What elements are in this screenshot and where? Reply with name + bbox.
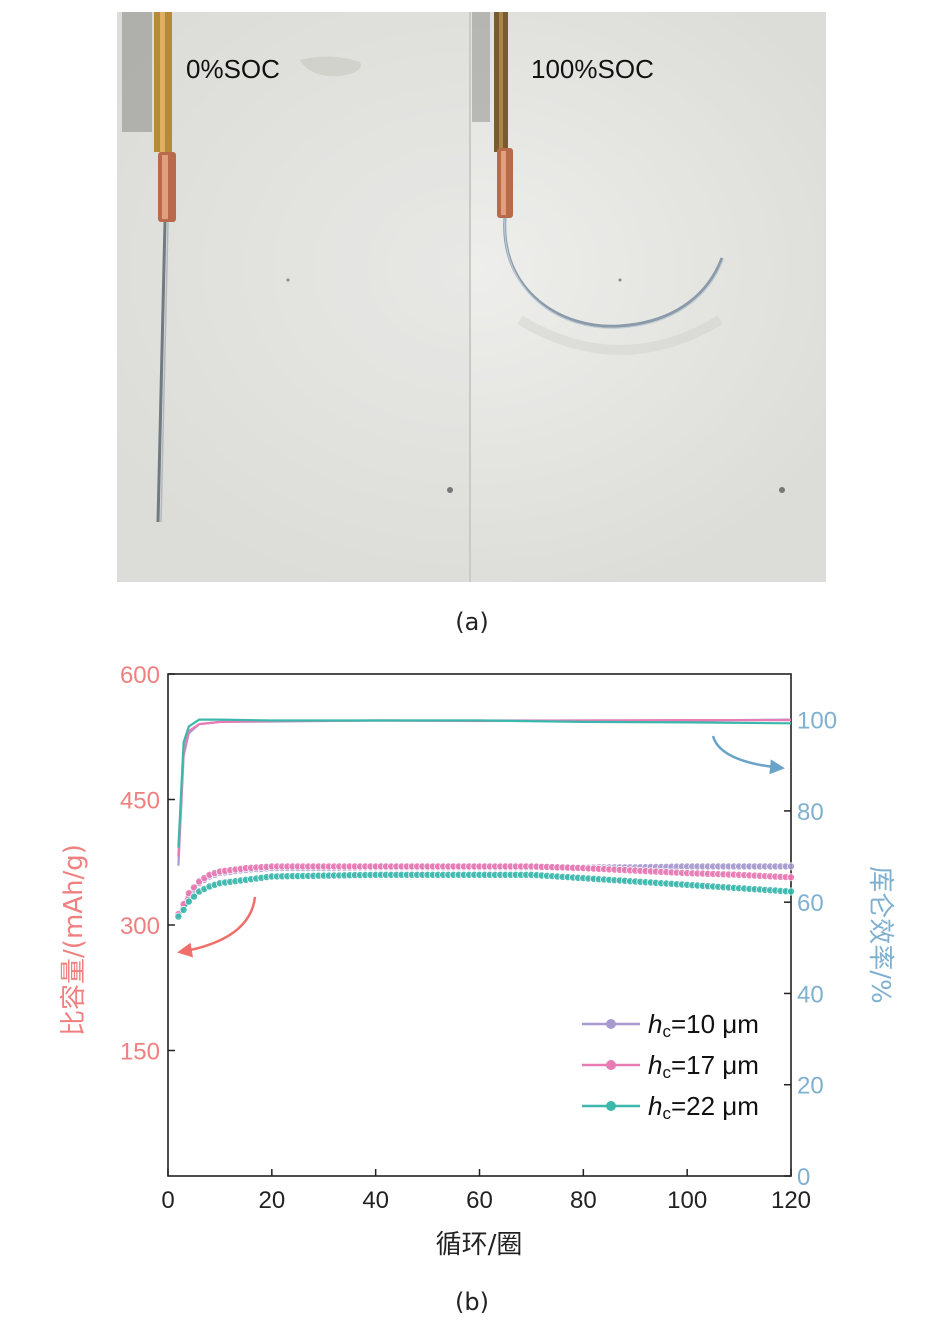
- y-right-tick-label: 60: [797, 890, 824, 917]
- right-clamp-icon: [472, 12, 513, 218]
- legend-swatch-marker: [606, 1101, 616, 1111]
- legend: hc=10 μm hc=17 μm hc=22 μm: [582, 1009, 759, 1123]
- panel-a-photo: 0%SOC 100%SOC: [117, 12, 826, 582]
- x-tick-label: 80: [570, 1187, 597, 1214]
- efficiency-line-series-3: [177, 718, 792, 848]
- y-right-tick-label: 0: [797, 1164, 810, 1191]
- y-left-tick-label: 450: [120, 788, 160, 815]
- capacity-point: [787, 862, 796, 871]
- x-tick-label: 100: [667, 1187, 707, 1214]
- cycling-chart: 0 20 40 60 80 100 120150300450600020406080100 …: [59, 662, 895, 1260]
- y-right-tick-label: 100: [797, 708, 837, 735]
- curved-electrode-icon: [503, 217, 724, 328]
- efficiency-line-series-2: [177, 719, 791, 857]
- capacity-point: [189, 892, 198, 901]
- y-left-tick-label: 600: [120, 662, 160, 689]
- capacity-line-series-3: [177, 873, 792, 918]
- caption-b: (b): [455, 1288, 489, 1316]
- capacity-point: [179, 905, 188, 914]
- x-tick-label: 0: [161, 1187, 174, 1214]
- x-tick-label: 60: [466, 1187, 493, 1214]
- legend-label: hc=10 μm: [648, 1009, 759, 1041]
- legend-label: hc=22 μm: [648, 1091, 759, 1123]
- legend-swatch-marker: [606, 1060, 616, 1070]
- y-axis-right-title: 库仑效率/%: [865, 866, 895, 1003]
- legend-label: hc=17 μm: [648, 1050, 759, 1082]
- x-axis-title: 循环/圈: [436, 1230, 523, 1260]
- label-0-soc: 0%SOC: [186, 54, 280, 84]
- label-100-soc: 100%SOC: [531, 54, 654, 84]
- y-right-tick-label: 40: [797, 981, 824, 1008]
- photo-background: [117, 12, 826, 582]
- efficiency-line-series-1: [177, 718, 792, 866]
- y-left-tick-label: 150: [120, 1039, 160, 1066]
- caption-a: (a): [455, 608, 488, 636]
- y-right-tick-label: 20: [797, 1073, 824, 1100]
- capacity-point: [787, 873, 796, 882]
- straight-electrode-icon: [156, 221, 167, 523]
- legend-swatch-marker: [606, 1019, 616, 1029]
- x-tick-label: 20: [258, 1187, 285, 1214]
- y-left-tick-label: 300: [120, 913, 160, 940]
- x-tick-label: 40: [362, 1187, 389, 1214]
- capacity-point: [189, 883, 198, 892]
- y-axis-left-title: 比容量/(mAh/g): [59, 844, 89, 1036]
- capacity-point: [787, 887, 796, 896]
- capacity-point: [174, 912, 183, 921]
- arrow-to-right-axis-icon: [711, 735, 785, 775]
- x-tick-label: 120: [771, 1187, 811, 1214]
- capacity-point: [184, 897, 193, 906]
- arrow-to-left-axis-icon: [177, 896, 257, 958]
- left-clamp-icon: [122, 12, 176, 222]
- y-right-tick-label: 80: [797, 799, 824, 826]
